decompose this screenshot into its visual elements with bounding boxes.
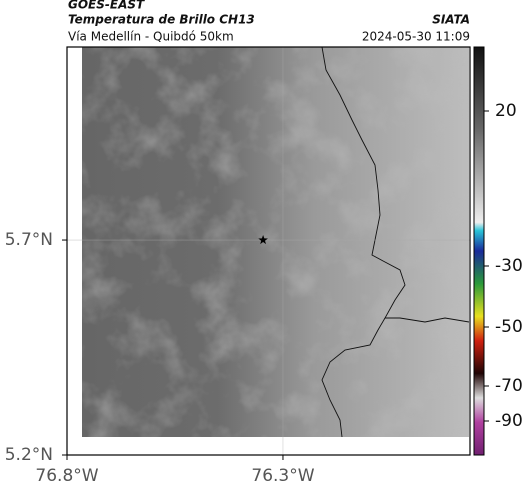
org: SIATA	[432, 13, 470, 27]
colorbar-tick-label: 20	[495, 101, 517, 121]
colorbar-tick-label: -30	[495, 256, 523, 276]
map-frame	[66, 46, 471, 456]
y-tick-label: 5.2°N	[5, 445, 53, 465]
colorbar	[473, 46, 485, 456]
colorbar-ticks: 20 -30 -50 -70 -90	[484, 101, 523, 431]
boundaries	[321, 46, 470, 438]
colorbar-tick-label: -50	[495, 317, 523, 337]
cloud-texture	[82, 47, 469, 437]
y-tick-label: 5.7°N	[5, 230, 53, 250]
datetime: 2024-05-30 11:09	[362, 30, 470, 44]
x-tick-label: 76.8°W	[35, 466, 98, 486]
x-tick-label: 76.3°W	[251, 466, 314, 486]
title: Temperatura de Brillo CH13	[68, 13, 255, 27]
subtitle: Vía Medellín - Quibdó 50km	[68, 30, 234, 44]
location-marker	[258, 235, 268, 245]
colorbar-tick-label: -70	[495, 376, 523, 396]
source: GOES-EAST	[68, 0, 145, 12]
colorbar-tick-label: -90	[495, 411, 523, 431]
